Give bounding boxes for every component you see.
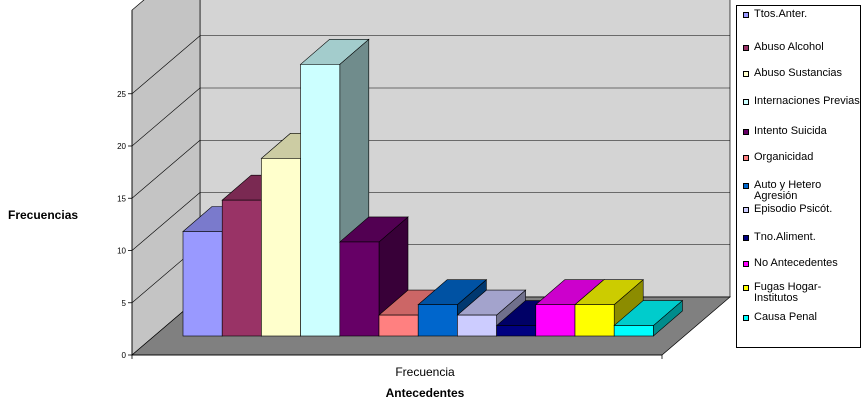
x-axis-label: Antecedentes [385,386,465,400]
legend-label: Auto y Hetero Agresión [754,179,822,202]
legend-swatch [743,261,749,267]
gridline-side [131,87,201,147]
legend-label: Abuso Sustancias [754,67,843,79]
bar-front [378,314,419,337]
bar-front [261,158,301,337]
bar-front [221,199,262,337]
y-tick-label: 5 [122,299,127,308]
gridline-side [131,140,201,199]
legend-swatch [743,183,749,189]
legend-label: Episodio Psicót. [754,203,833,215]
legend-swatch [743,71,749,77]
y-tick-label: 10 [117,247,126,256]
legend-swatch [743,99,749,105]
legend-swatch [743,315,749,321]
legend-label: Abuso Alcohol [754,41,824,53]
legend-label: Organicidad [754,151,814,163]
legend-label: Causa Penal [754,311,817,323]
legend: Ttos.Anter. Abuso Alcohol Abuso Sustancias… [736,5,861,348]
x-category-label: Frecuencia [395,365,455,379]
legend-label: Fugas Hogar-Institutos [754,281,822,304]
legend-swatch [743,45,749,51]
legend-label: Internaciones Previas [754,95,860,107]
bar-front [613,325,654,337]
y-axis-label: Frecuencias [8,208,79,222]
bar-front [417,304,458,337]
bar-front [496,325,537,337]
y-tick-label: 15 [117,194,126,203]
bar-front [457,314,497,337]
legend-swatch [743,207,749,213]
bar-front [574,304,615,337]
legend-swatch [743,235,749,241]
legend-swatch [743,12,749,18]
legend-label: Tno.Aliment. [754,231,816,243]
y-tick-label: 0 [122,351,127,360]
bar [613,299,684,337]
bar-front [339,241,380,337]
legend-swatch [743,155,749,161]
legend-label: Intento Suicida [754,125,827,137]
y-tick-label: 20 [117,142,126,151]
legend-swatch [743,285,749,291]
bar-front [535,304,576,337]
y-tick-label: 25 [117,90,126,99]
bar-front [182,231,223,337]
legend-swatch [743,129,749,135]
legend-label: Ttos.Anter. [754,8,808,20]
bar-front [300,64,341,337]
gridline-side [131,35,201,94]
gridline-side [131,192,201,251]
legend-label: No Antecedentes [754,257,838,269]
